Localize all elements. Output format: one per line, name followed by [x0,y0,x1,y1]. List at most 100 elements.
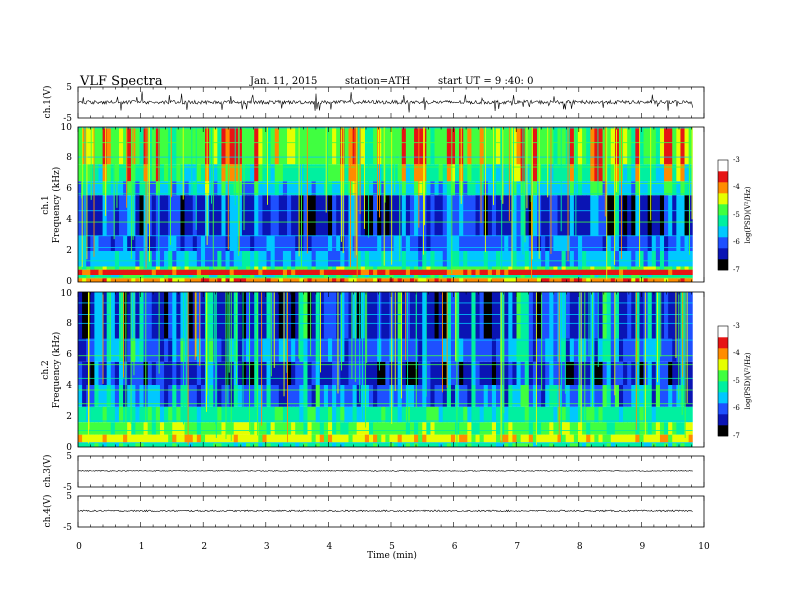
spectrogram-cell [594,338,599,362]
spectrogram-cell [217,338,222,362]
sferic-streak [88,292,90,430]
spectrogram-cell [475,278,481,283]
ch2-freq-tick-4: 4 [66,381,72,391]
spectrogram-cell [643,235,649,251]
ch1-freq-tick-4: 4 [66,215,72,225]
spectrogram-cell [377,251,382,267]
spectrogram-cell [323,361,329,385]
spectrogram-cell [508,266,513,270]
spectrogram-cell [323,251,329,267]
spectrogram-cell [225,269,231,276]
spectrogram-cell [139,292,144,339]
spectrogram-cell [590,278,595,283]
spectrogram-cell [233,442,239,447]
spectrogram-cell [565,422,571,435]
spectrogram-cell [684,406,690,423]
spectrogram-cell [135,442,140,447]
spectrogram-cell [434,406,440,423]
spectrogram-cell [151,181,157,196]
spectrogram-cell [430,406,435,423]
spectrogram-cell [282,195,288,236]
spectrogram-cell [311,442,317,447]
spectrogram-cell [635,385,640,407]
spectrogram-cell [221,406,226,423]
sferic-streak [547,127,549,198]
spectrogram-cell [147,434,153,443]
spectrogram-cell [262,127,267,165]
spectrogram-cell [180,275,185,279]
spectrogram-cell [504,251,509,267]
spectrogram-cell [442,292,448,339]
ch1-colorbar-frame [717,159,729,271]
spectrogram-cell [471,278,476,283]
ch4-waveform-ylabel: ch.4(V) [42,495,53,528]
spectrogram-cell [463,434,468,443]
spectrogram-cell [94,275,99,279]
spectrogram-cell [549,181,554,196]
spectrogram-cell [594,275,599,279]
spectrogram-cell [643,442,649,447]
sferic-streak [614,292,616,396]
spectrogram-cell [586,361,591,385]
spectrogram-cell [659,251,665,267]
spectrogram-cell [229,164,235,182]
spectrogram-cell [496,235,501,251]
sferic-streak [206,127,208,245]
sferic-streak [616,127,617,192]
spectrogram-cell [172,127,177,165]
spectrogram-cell [364,422,370,435]
spectrogram-cell [377,406,382,423]
spectrogram-cell [401,292,407,339]
spectrogram-cell [110,434,116,443]
spectrogram-cell [315,406,321,423]
spectrogram-cell [520,275,526,279]
spectrogram-cell [237,127,243,165]
spectrogram-cell [319,406,325,423]
spectrogram-cell [106,406,112,423]
spectrogram-cell [684,164,690,182]
spectrogram-cell [159,361,165,385]
spectrogram-cell [94,422,99,435]
spectrogram-cell [664,251,669,267]
sferic-streak [558,292,560,440]
spectrogram-cell [98,278,103,283]
spectrogram-cell [528,422,534,435]
spectrogram-cell [110,292,116,339]
spectrogram-cell [172,235,177,251]
spectrogram-cell [545,442,550,447]
spectrogram-cell [467,127,472,165]
spectrogram-cell [516,338,522,362]
spectrogram-cell [340,406,345,423]
spectrogram-cell [229,127,235,165]
spectrogram-cell [82,406,87,423]
spectrogram-cell [246,251,251,267]
spectrogram-cell [287,275,292,279]
spectrogram-cell [164,278,169,283]
sferic-streak [500,127,502,201]
spectrogram-cell [327,269,333,276]
spectral-line [78,302,693,304]
spectrogram-cell [582,422,587,435]
spectrogram-cell [459,266,464,270]
spectrogram-cell [164,127,169,165]
spectrogram-cell [471,385,476,407]
spectrogram-cell [217,292,222,339]
spectrogram-cell [549,275,554,279]
sferic-streak [522,127,524,255]
spectrogram-cell [610,278,616,283]
spectrogram-cell [98,385,103,407]
spectrogram-cell [442,251,448,267]
spectrogram-cell [319,278,325,283]
spectrogram-cell [274,361,280,385]
spectrogram-cell [217,195,222,236]
spectrogram-cell [655,266,661,270]
spectrogram-cell [569,164,575,182]
spectrogram-cell [131,406,136,423]
sferic-streak [423,127,424,255]
spectrogram-cell [151,361,157,385]
spectrogram-cell [381,266,386,270]
spectrogram-cell [98,422,103,435]
spectrogram-cell [225,195,231,236]
spectrogram-cell [360,251,366,267]
spectrogram-cell [327,292,333,339]
